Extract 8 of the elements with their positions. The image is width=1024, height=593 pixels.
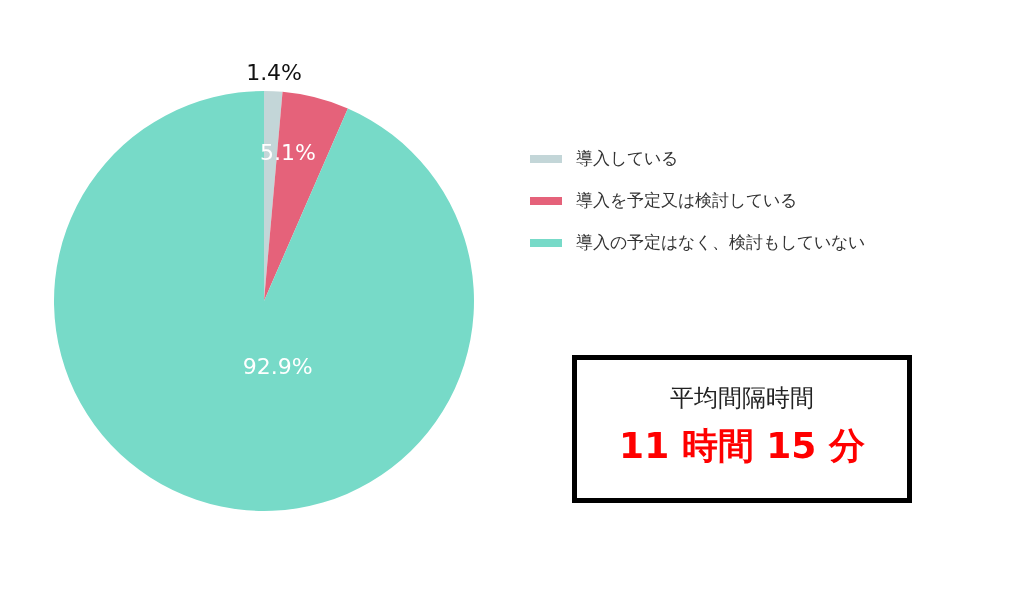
legend-label: 導入している (576, 148, 678, 168)
data-label: 92.9% (242, 353, 313, 379)
pie-slice (54, 91, 474, 511)
text: 平均間隔時間 (669, 383, 815, 414)
legend-label: 導入の予定はなく、検討もしていない (576, 232, 865, 252)
text: 11 時間 15 分 (618, 424, 866, 468)
data-label: 1.4% (246, 60, 303, 86)
legend-label: 導入を予定又は検討している (576, 190, 797, 210)
